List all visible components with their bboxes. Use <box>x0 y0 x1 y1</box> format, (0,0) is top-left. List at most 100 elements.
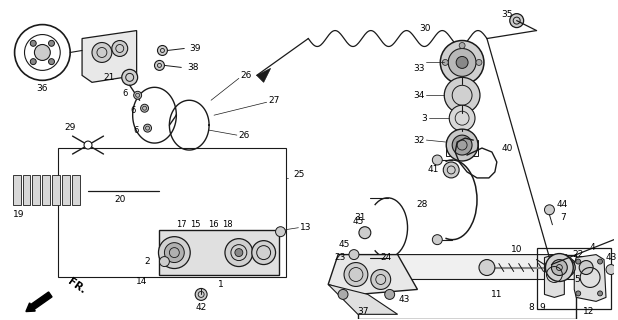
Text: 4: 4 <box>590 243 595 252</box>
Circle shape <box>443 162 459 178</box>
Text: 39: 39 <box>189 44 201 53</box>
Polygon shape <box>72 175 80 205</box>
Circle shape <box>557 259 575 276</box>
Text: 17: 17 <box>176 220 187 229</box>
Circle shape <box>92 43 112 62</box>
Circle shape <box>133 91 142 99</box>
Circle shape <box>371 269 391 289</box>
Text: FR.: FR. <box>66 277 88 296</box>
Text: 26: 26 <box>239 131 250 140</box>
Circle shape <box>551 260 567 276</box>
Polygon shape <box>328 284 397 314</box>
Circle shape <box>349 250 359 260</box>
Circle shape <box>164 243 184 262</box>
Bar <box>58 148 287 277</box>
FancyArrow shape <box>26 292 52 312</box>
Polygon shape <box>43 175 50 205</box>
Circle shape <box>49 40 54 46</box>
Text: 20: 20 <box>114 195 125 204</box>
Text: 8: 8 <box>529 303 535 312</box>
Text: 18: 18 <box>222 220 232 229</box>
Circle shape <box>544 260 559 275</box>
Text: 33: 33 <box>413 64 425 73</box>
Circle shape <box>546 253 574 282</box>
Polygon shape <box>358 255 596 279</box>
Text: 10: 10 <box>511 245 522 254</box>
Circle shape <box>112 41 128 56</box>
Polygon shape <box>62 175 70 205</box>
Text: 43: 43 <box>399 295 410 304</box>
Text: 3: 3 <box>421 114 428 123</box>
Circle shape <box>84 141 92 149</box>
Circle shape <box>158 45 167 55</box>
Circle shape <box>456 56 468 68</box>
Text: 41: 41 <box>428 165 439 174</box>
Circle shape <box>606 265 616 275</box>
Circle shape <box>459 43 465 49</box>
Circle shape <box>579 260 593 275</box>
Text: 5: 5 <box>574 275 580 284</box>
Circle shape <box>359 227 371 239</box>
Polygon shape <box>328 255 418 294</box>
Polygon shape <box>544 255 564 297</box>
Circle shape <box>195 288 207 300</box>
Text: 14: 14 <box>136 277 147 286</box>
Polygon shape <box>53 175 60 205</box>
Text: 11: 11 <box>491 290 502 299</box>
Polygon shape <box>33 175 40 205</box>
Circle shape <box>452 135 472 155</box>
Text: 35: 35 <box>501 10 512 19</box>
Text: 15: 15 <box>190 220 200 229</box>
Circle shape <box>159 257 169 267</box>
Text: 38: 38 <box>187 63 199 72</box>
Circle shape <box>252 241 276 265</box>
Text: 2: 2 <box>145 257 150 266</box>
Bar <box>576 258 596 277</box>
Text: 25: 25 <box>294 171 305 180</box>
Polygon shape <box>574 255 606 301</box>
Text: 1: 1 <box>218 280 224 289</box>
Polygon shape <box>159 230 279 275</box>
Text: 45: 45 <box>352 217 363 226</box>
Text: 37: 37 <box>357 307 369 316</box>
Circle shape <box>338 289 348 300</box>
Text: 31: 31 <box>354 213 366 222</box>
Circle shape <box>433 235 442 244</box>
Circle shape <box>510 14 523 28</box>
Text: 16: 16 <box>208 220 218 229</box>
Circle shape <box>385 289 395 300</box>
Circle shape <box>30 40 36 46</box>
Circle shape <box>442 60 448 65</box>
Text: 42: 42 <box>195 303 207 312</box>
Circle shape <box>235 249 243 257</box>
Text: 7: 7 <box>561 213 566 222</box>
Bar <box>544 258 564 277</box>
Circle shape <box>598 259 603 264</box>
Circle shape <box>449 105 475 131</box>
Text: 30: 30 <box>420 24 431 33</box>
Circle shape <box>122 69 138 85</box>
Circle shape <box>35 44 50 60</box>
Polygon shape <box>22 175 30 205</box>
Text: 12: 12 <box>582 307 594 316</box>
Circle shape <box>576 259 581 264</box>
Polygon shape <box>82 31 137 82</box>
Text: 44: 44 <box>556 200 568 209</box>
Text: 34: 34 <box>413 91 425 100</box>
Circle shape <box>576 291 581 296</box>
Circle shape <box>476 60 482 65</box>
Text: 28: 28 <box>416 200 428 209</box>
Text: 23: 23 <box>334 253 345 262</box>
Circle shape <box>49 59 54 65</box>
Text: 43: 43 <box>605 253 617 262</box>
Circle shape <box>479 260 495 276</box>
Circle shape <box>433 155 442 165</box>
Circle shape <box>459 76 465 82</box>
Text: 40: 40 <box>502 144 513 153</box>
Circle shape <box>154 60 164 70</box>
Polygon shape <box>12 175 20 205</box>
Text: 13: 13 <box>300 223 312 232</box>
Circle shape <box>544 205 554 215</box>
Text: 27: 27 <box>269 96 280 105</box>
Text: 21: 21 <box>103 73 115 82</box>
